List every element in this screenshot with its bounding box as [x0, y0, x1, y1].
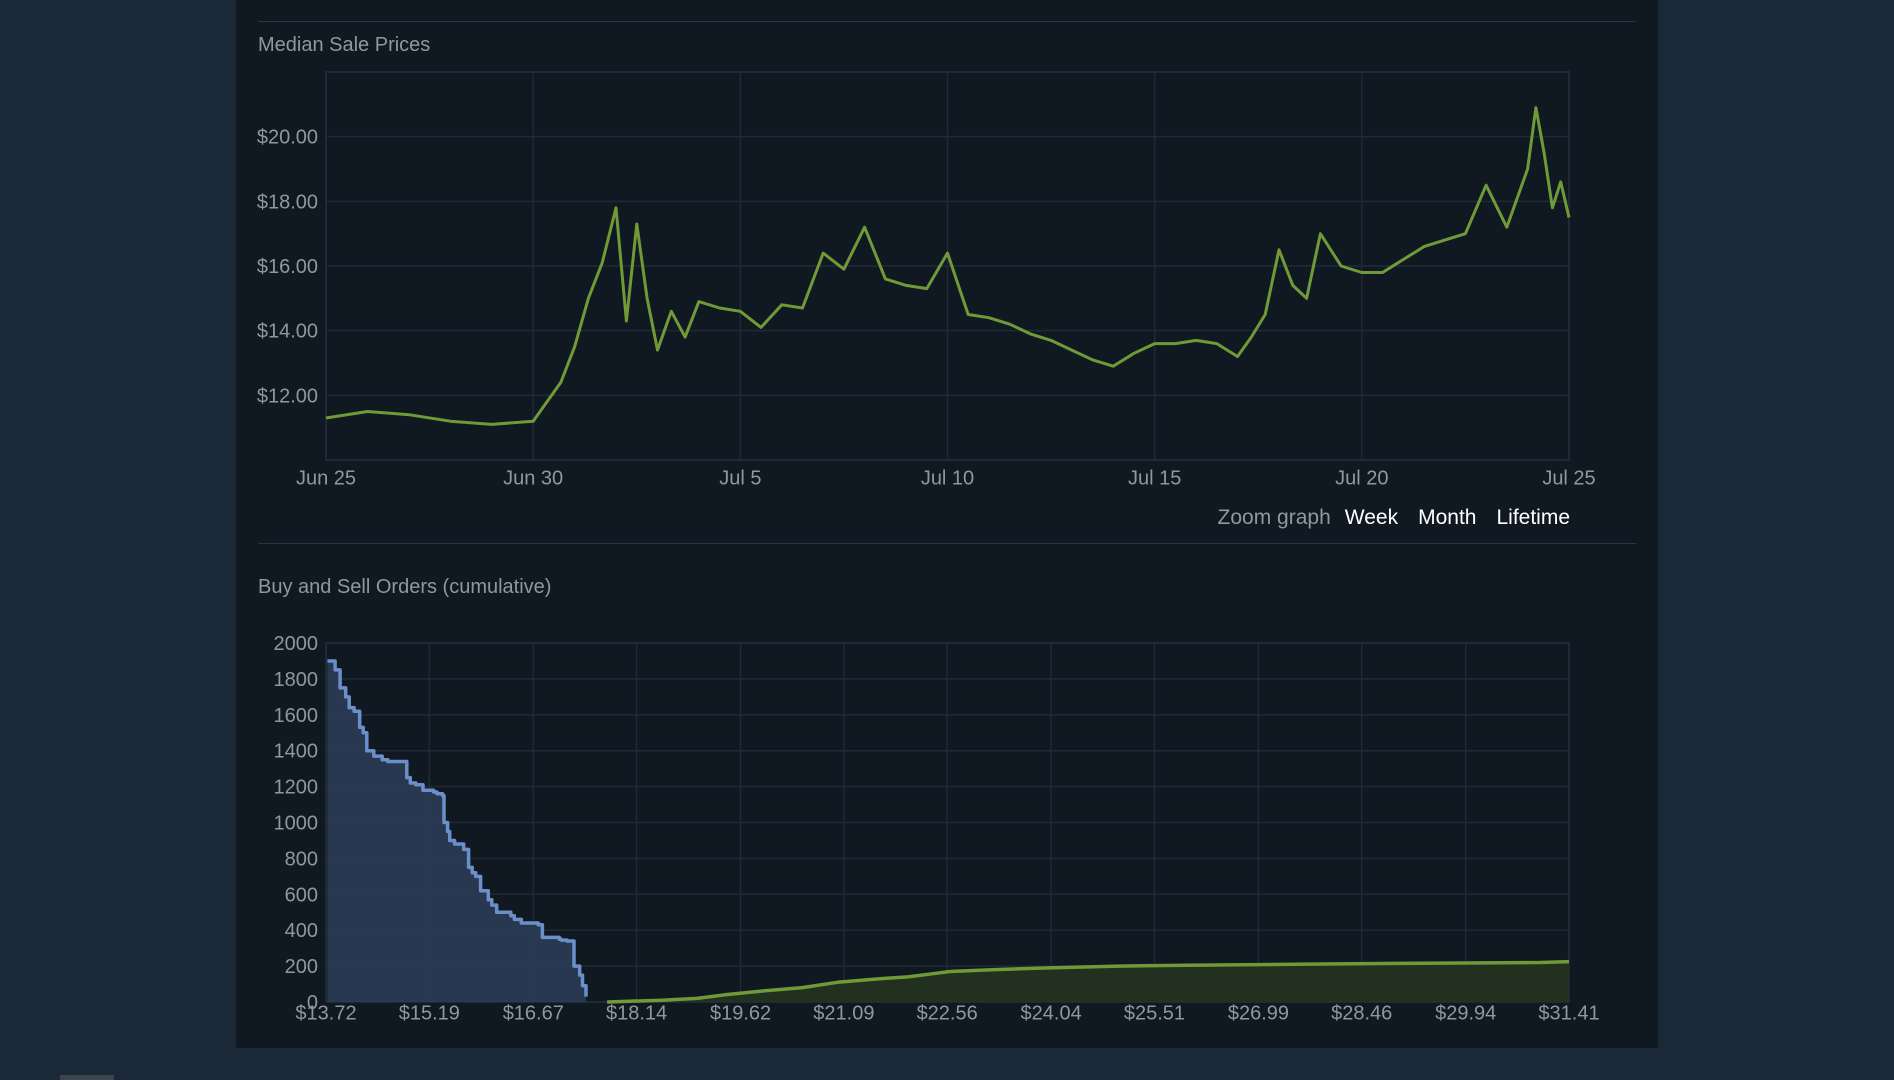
x-tick-label: Jul 5	[719, 467, 761, 489]
buy-sell-orders-chart[interactable]: 0 200 400 600 800 1000 1200 1400 1600 1800 2000 $13…	[0, 0, 1894, 1040]
y-tick-label: $14.00	[257, 321, 318, 343]
x-tick-label: $28.46	[1331, 1002, 1392, 1024]
x-tick-label: Jun 30	[503, 467, 563, 489]
x-tick-label: $22.56	[917, 1002, 978, 1024]
y-tick-label: 1800	[274, 669, 319, 691]
x-tick-label: Jul 15	[1128, 467, 1181, 489]
y-tick-label: $20.00	[257, 127, 318, 149]
zoom-controls: Zoom graph Week Month Lifetime	[1218, 506, 1570, 530]
sell-orders-area	[607, 961, 1569, 1002]
x-tick-label: $24.04	[1021, 1002, 1082, 1024]
x-tick-label: $15.19	[399, 1002, 460, 1024]
buy-orders-line	[327, 659, 588, 997]
x-tick-label: $31.41	[1538, 1002, 1599, 1024]
x-tick-label: $13.72	[295, 1002, 356, 1024]
y-tick-label: 1000	[274, 813, 319, 835]
top-divider	[258, 21, 1636, 22]
middle-divider	[258, 543, 1636, 544]
x-tick-label: Jul 20	[1335, 467, 1388, 489]
orders-chart-title: Buy and Sell Orders (cumulative)	[258, 576, 552, 598]
zoom-month-link[interactable]: Month	[1418, 506, 1477, 529]
median-price-line	[325, 106, 1571, 426]
y-tick-label: $16.00	[257, 256, 318, 278]
x-tick-label: $16.67	[503, 1002, 564, 1024]
y-tick-label: 1600	[274, 705, 319, 727]
x-tick-label: $25.51	[1124, 1002, 1185, 1024]
zoom-lifetime-link[interactable]: Lifetime	[1496, 506, 1570, 529]
x-tick-label: Jul 10	[921, 467, 974, 489]
y-tick-label: 600	[285, 884, 318, 906]
median-chart-title: Median Sale Prices	[258, 34, 431, 56]
zoom-graph-label: Zoom graph	[1217, 506, 1331, 529]
y-tick-label: 200	[285, 956, 318, 978]
x-tick-label: $26.99	[1228, 1002, 1289, 1024]
y-tick-label: $18.00	[257, 191, 318, 213]
median-sale-prices-chart[interactable]: $12.00 $14.00 $16.00 $18.00 $20.00 Jun 25 Jun …	[0, 0, 1894, 490]
bottom-scroll-tab	[60, 1075, 114, 1080]
x-tick-label: $19.62	[710, 1002, 771, 1024]
sell-orders-line	[607, 959, 1570, 1004]
y-tick-label: 1200	[274, 777, 319, 799]
x-tick-label: $29.94	[1435, 1002, 1496, 1024]
x-tick-label: $21.09	[813, 1002, 874, 1024]
y-tick-label: 400	[285, 920, 318, 942]
y-tick-label: $12.00	[257, 385, 318, 407]
x-tick-label: $18.14	[606, 1002, 667, 1024]
y-tick-label: 800	[285, 848, 318, 870]
y-tick-label: 2000	[274, 633, 319, 655]
x-tick-label: Jul 25	[1542, 467, 1595, 489]
y-tick-label: 1400	[274, 741, 319, 763]
x-tick-label: Jun 25	[296, 467, 356, 489]
buy-orders-area	[327, 661, 586, 1002]
zoom-week-link[interactable]: Week	[1344, 506, 1399, 529]
y-tick-label: 0	[307, 992, 318, 1014]
